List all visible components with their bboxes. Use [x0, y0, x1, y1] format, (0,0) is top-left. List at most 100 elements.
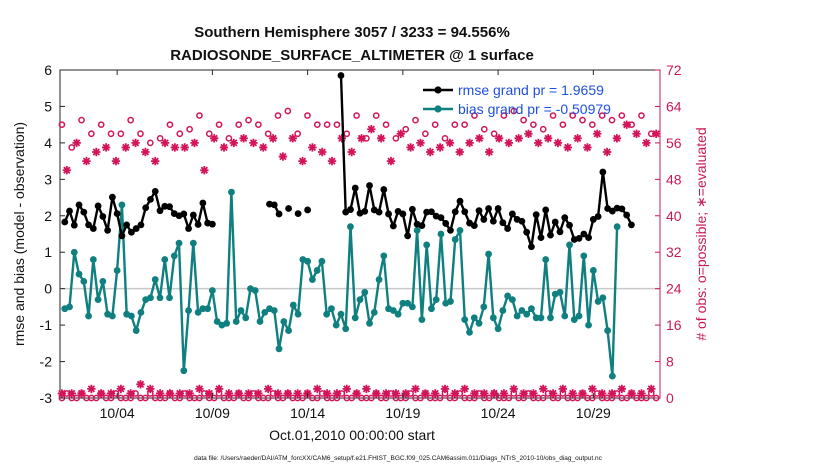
possible-count-marker — [196, 112, 203, 119]
rmse-point — [599, 168, 607, 176]
rmse-point — [451, 208, 459, 216]
evaluated-count-marker — [396, 129, 405, 138]
bias-point — [99, 277, 107, 285]
rmse-point — [499, 219, 507, 227]
evaluated-count-marker — [239, 134, 248, 143]
x-tick-label: 10/14 — [290, 405, 325, 421]
bias-point — [547, 314, 554, 322]
evaluated-count-marker — [121, 143, 130, 152]
possible-count-marker — [539, 125, 547, 133]
evaluated-count-marker — [160, 138, 170, 148]
rmse-point — [85, 221, 92, 229]
possible-count-marker — [618, 112, 626, 119]
bias-point — [351, 314, 359, 322]
evaluated-count-marker — [180, 143, 189, 152]
bias-point — [447, 298, 454, 305]
possible-count-marker — [225, 134, 233, 142]
possible-count-marker — [107, 130, 115, 138]
rmse-point — [575, 234, 583, 242]
rmse-point — [142, 204, 150, 212]
rmse-point — [66, 207, 73, 215]
possible-count-marker — [402, 125, 410, 133]
bias-point — [261, 308, 269, 316]
possible-count-marker — [382, 121, 390, 129]
evaluated-count-marker — [200, 166, 209, 175]
possible-count-marker-bottom — [313, 394, 321, 402]
evaluated-count-marker — [357, 134, 366, 143]
rmse-point — [275, 210, 283, 218]
rmse-point — [580, 230, 588, 238]
bias-point — [170, 252, 178, 260]
bias-point — [318, 257, 326, 265]
possible-count-marker — [451, 121, 459, 129]
possible-count-marker-bottom — [264, 394, 272, 402]
bias-point — [499, 307, 507, 314]
legend-bias-label: bias grand pr = -0.50979 — [458, 101, 611, 117]
bias-point — [523, 310, 531, 318]
rmse-point — [447, 226, 454, 234]
evaluated-count-marker — [465, 138, 474, 148]
evaluated-count-marker — [259, 143, 268, 152]
evaluated-count-marker-bottom — [548, 389, 558, 398]
possible-count-marker — [313, 121, 321, 129]
evaluated-count-marker-bottom — [539, 384, 548, 394]
evaluated-count-marker-bottom — [67, 389, 76, 398]
possible-count-marker — [78, 116, 85, 124]
y-left-tick-label: 6 — [44, 62, 52, 78]
evaluated-count-marker-bottom — [489, 389, 499, 398]
possible-count-marker — [480, 125, 488, 133]
bias-point — [304, 257, 312, 265]
rmse-point — [456, 197, 464, 205]
bias-point — [189, 239, 197, 247]
rmse-point — [594, 213, 602, 220]
y-right-tick-label: 16 — [666, 317, 682, 333]
evaluated-count-marker — [298, 156, 307, 166]
bias-point — [275, 345, 283, 353]
rmse-point — [494, 205, 502, 212]
evaluated-count-marker — [573, 134, 582, 143]
possible-count-marker-bottom — [210, 394, 218, 402]
chart-title-line2: RADIOSONDE_SURFACE_ALTIMETER @ 1 surface — [170, 47, 534, 64]
evaluated-count-marker-bottom — [165, 389, 175, 398]
possible-count-marker — [569, 112, 577, 119]
evaluated-count-marker-bottom — [244, 389, 253, 398]
rmse-point — [551, 218, 559, 226]
rmse-series — [61, 72, 635, 251]
evaluated-count-marker-bottom — [77, 389, 86, 398]
evaluated-count-marker — [593, 129, 602, 138]
possible-count-marker-bottom — [417, 394, 424, 402]
possible-count-marker — [215, 121, 223, 129]
possible-count-marker — [353, 112, 360, 119]
evaluated-count-marker-bottom — [578, 389, 587, 398]
y-right-tick-label: 24 — [666, 281, 682, 297]
possible-count-marker — [598, 112, 606, 119]
x-tick-label: 10/19 — [385, 405, 420, 421]
legend-rmse-marker — [434, 86, 442, 94]
rmse-point — [70, 221, 78, 229]
evaluated-count-marker — [642, 138, 651, 148]
rmse-point — [442, 220, 450, 227]
rmse-point — [75, 201, 83, 209]
x-tick-label: 10/04 — [100, 405, 135, 421]
possible-count-marker — [166, 121, 174, 129]
bias-point — [375, 276, 383, 283]
x-tick-label: 10/09 — [195, 405, 230, 421]
evaluated-count-marker — [406, 143, 415, 152]
y-right-tick-label: 72 — [666, 62, 682, 78]
bias-point — [470, 314, 478, 322]
evaluated-count-marker-bottom — [224, 389, 234, 398]
rmse-point — [542, 206, 550, 214]
possible-count-marker — [284, 107, 292, 115]
rmse-point — [618, 205, 626, 213]
bias-point — [256, 318, 264, 325]
legend: rmse grand pr = 1.9659 bias grand pr = -… — [423, 82, 611, 117]
bias-point — [75, 270, 83, 278]
bias-point — [489, 314, 497, 322]
possible-count-marker — [530, 121, 537, 129]
evaluated-count-marker-bottom — [254, 389, 263, 398]
bias-point — [608, 372, 616, 380]
bias-point — [432, 296, 440, 303]
evaluated-count-marker-bottom — [283, 389, 293, 398]
y-right-tick-label: 40 — [666, 208, 682, 224]
rmse-point — [537, 234, 545, 242]
